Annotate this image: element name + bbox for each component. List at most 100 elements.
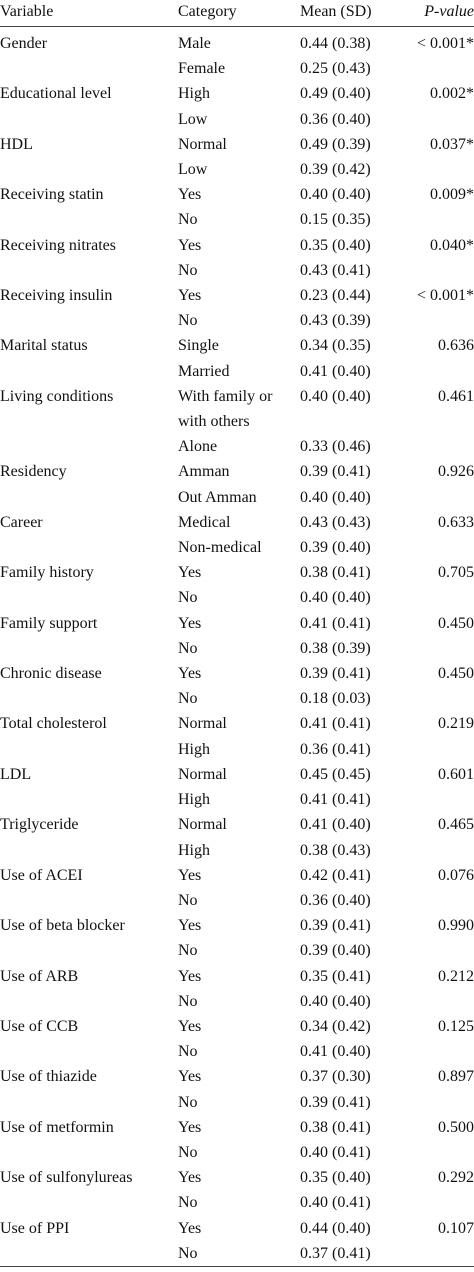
variable-cell (0, 485, 178, 510)
p-value-cell (400, 258, 474, 283)
mean-cell: 0.35 (0.40) (300, 236, 371, 254)
category-cell: Single (178, 337, 219, 355)
variable-cell (0, 207, 178, 232)
table-row: Chronic disease Yes 0.39 (0.41) 0.450 (0, 661, 474, 686)
variable-cell (0, 258, 178, 283)
table-row: HDL Normal 0.49 (0.39) 0.037* (0, 132, 474, 157)
category-cell: Yes (178, 866, 202, 884)
variable-cell: Triglyceride (0, 816, 79, 834)
p-value-cell: 0.990 (438, 917, 474, 935)
mean-cell: 0.36 (0.40) (300, 891, 371, 909)
p-value-cell: 0.002* (430, 85, 474, 103)
variable-cell: Use of sulfonylureas (0, 1169, 133, 1187)
p-value-cell: 0.461 (438, 387, 474, 405)
variable-cell (0, 938, 178, 963)
mean-cell: 0.36 (0.40) (300, 110, 371, 128)
variable-cell (0, 1140, 178, 1165)
table-row: Low 0.36 (0.40) (0, 107, 474, 132)
variable-cell (0, 1090, 178, 1115)
table-row: No 0.40 (0.40) (0, 585, 474, 610)
mean-cell: 0.18 (0.03) (300, 690, 371, 708)
p-value-cell: < 0.001* (416, 287, 474, 305)
p-value-cell: 0.450 (438, 665, 474, 683)
table-row: Use of PPI Yes 0.44 (0.40) 0.107 (0, 1216, 474, 1241)
p-value-cell: 0.292 (438, 1169, 474, 1187)
p-value-cell (400, 989, 474, 1014)
table-row: Out Amman 0.40 (0.40) (0, 485, 474, 510)
p-value-cell (400, 636, 474, 661)
mean-cell: 0.23 (0.44) (300, 287, 371, 305)
p-value-cell: 0.465 (438, 816, 474, 834)
table-row: Use of CCB Yes 0.34 (0.42) 0.125 (0, 1014, 474, 1039)
variable-cell (0, 308, 178, 333)
p-value-cell: 0.125 (438, 1017, 474, 1035)
variable-cell (0, 157, 178, 182)
p-value-cell (400, 359, 474, 384)
table-row: Use of sulfonylureas Yes 0.35 (0.40) 0.292 (0, 1165, 474, 1190)
category-cell: High (178, 740, 210, 758)
mean-cell: 0.37 (0.30) (300, 1068, 371, 1086)
table-row: Use of ARB Yes 0.35 (0.41) 0.212 (0, 964, 474, 989)
category-cell: Non-medical (178, 539, 262, 557)
variable-cell (0, 359, 178, 384)
variable-cell: Use of ACEI (0, 866, 83, 884)
variable-cell: Marital status (0, 337, 88, 355)
mean-cell: 0.33 (0.46) (300, 438, 371, 456)
category-cell: Yes (178, 1169, 202, 1187)
table-row: High 0.38 (0.43) (0, 838, 474, 863)
category-cell: Yes (178, 1118, 202, 1136)
mean-cell: 0.34 (0.42) (300, 1017, 371, 1035)
table-row: Total cholesterol Normal 0.41 (0.41) 0.219 (0, 711, 474, 736)
header-cell: Variable (0, 3, 54, 20)
p-value-cell (400, 535, 474, 560)
mean-cell: 0.35 (0.41) (300, 967, 371, 985)
header-cell: Mean (SD) (300, 3, 372, 20)
p-value-cell: 0.009* (430, 186, 474, 204)
p-value-cell (400, 207, 474, 232)
category-cell: No (178, 1093, 198, 1111)
mean-cell: 0.40 (0.40) (300, 589, 371, 607)
mean-cell: 0.40 (0.40) (300, 387, 371, 405)
mean-cell: 0.39 (0.40) (300, 539, 371, 557)
table-body: Gender Male 0.44 (0.38) < 0.001* Female 0.25 … (0, 31, 474, 1267)
mean-cell: 0.39 (0.41) (300, 917, 371, 935)
category-cell: Yes (178, 967, 202, 985)
table-row: Low 0.39 (0.42) (0, 157, 474, 182)
variable-cell: Use of metformin (0, 1118, 114, 1136)
mean-cell: 0.38 (0.39) (300, 639, 371, 657)
variable-cell: Receiving insulin (0, 287, 113, 305)
table-row: Educational level High 0.49 (0.40) 0.002* (0, 81, 474, 106)
mean-cell: 0.39 (0.41) (300, 1093, 371, 1111)
table-row: No 0.18 (0.03) (0, 686, 474, 711)
table-row: Career Medical 0.43 (0.43) 0.633 (0, 510, 474, 535)
p-value-cell: 0.601 (438, 765, 474, 783)
mean-cell: 0.49 (0.39) (300, 135, 371, 153)
header-row: Variable Category Mean (SD) P-value (0, 0, 474, 27)
p-value-cell: 0.076 (438, 866, 474, 884)
variable-cell (0, 1241, 178, 1266)
p-value-cell (400, 737, 474, 762)
category-cell: No (178, 261, 198, 279)
p-value-cell: 0.040* (430, 236, 474, 254)
table-row: High 0.41 (0.41) (0, 787, 474, 812)
table-row: Marital status Single 0.34 (0.35) 0.636 (0, 333, 474, 358)
variable-cell (0, 888, 178, 913)
category-cell: Female (178, 60, 226, 78)
table-row: No 0.40 (0.41) (0, 1140, 474, 1165)
variable-cell: LDL (0, 765, 32, 783)
p-value-cell (400, 485, 474, 510)
category-cell: Yes (178, 236, 202, 254)
mean-cell: 0.38 (0.41) (300, 564, 371, 582)
variable-cell (0, 585, 178, 610)
table-row: No 0.37 (0.41) (0, 1241, 474, 1266)
table-row: No 0.15 (0.35) (0, 207, 474, 232)
mean-cell: 0.43 (0.43) (300, 513, 371, 531)
variable-cell (0, 1039, 178, 1064)
variable-cell (0, 989, 178, 1014)
p-value-cell (400, 107, 474, 132)
variable-cell (0, 1190, 178, 1215)
mean-cell: 0.41 (0.41) (300, 791, 371, 809)
table-row: Alone 0.33 (0.46) (0, 434, 474, 459)
table-row: No 0.40 (0.40) (0, 989, 474, 1014)
